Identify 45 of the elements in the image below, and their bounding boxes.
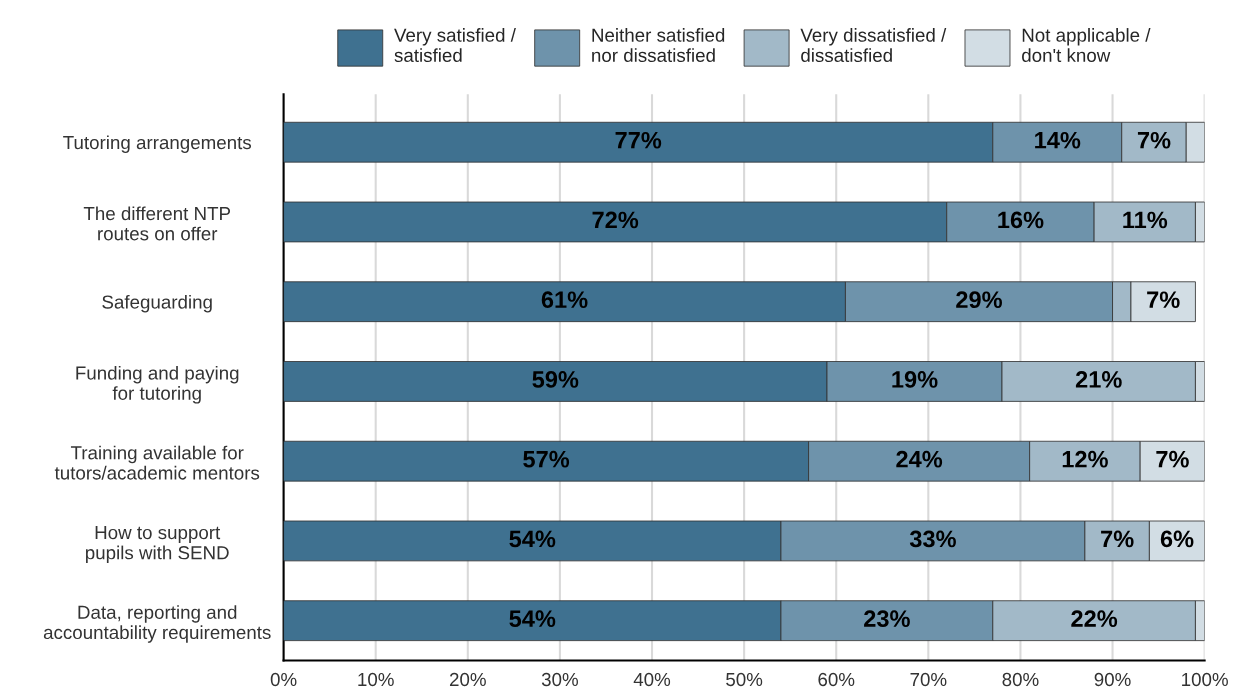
x-tick-label: 70%: [910, 672, 947, 687]
x-tick-label: 90%: [1094, 672, 1131, 687]
data-label: 29%: [956, 291, 1002, 309]
data-label: 57%: [523, 450, 570, 468]
y-tick-label: Data, reporting and accountability requirements: [43, 605, 271, 643]
data-label: 19%: [892, 371, 938, 388]
y-tick-label: Safeguarding: [102, 294, 212, 313]
x-tick-label: 10%: [358, 672, 394, 687]
data-label: 23%: [864, 610, 910, 628]
data-label: 7%: [1137, 131, 1171, 149]
y-tick-label: Tutoring arrangements: [63, 135, 252, 153]
x-tick-label: 30%: [541, 672, 578, 687]
x-tick-label: 80%: [1002, 672, 1039, 687]
data-label: 14%: [1035, 131, 1081, 149]
x-tick-label: 0%: [270, 672, 297, 687]
x-tick-label: 50%: [726, 672, 763, 687]
y-tick-label: The different NTP routes on offer: [83, 206, 231, 241]
legend-label: Very satisfied / satisfied: [394, 28, 516, 63]
data-label: 59%: [532, 371, 579, 388]
legend-label: Not applicable / don't know: [1022, 28, 1151, 63]
legend-label: Neither satisfied nor dissatisfied: [592, 28, 725, 63]
data-label: 33%: [909, 530, 956, 548]
data-label: 12%: [1062, 450, 1108, 468]
x-tick-label: 20%: [449, 672, 486, 687]
data-label: 16%: [998, 211, 1044, 229]
y-tick-label: Funding and paying for tutoring: [76, 365, 239, 404]
data-label: 7%: [1156, 450, 1189, 468]
data-label: 6%: [1160, 530, 1194, 548]
data-label: 72%: [592, 211, 639, 229]
data-label: 11%: [1123, 211, 1168, 229]
data-label: 54%: [509, 530, 556, 548]
data-label: 22%: [1071, 610, 1118, 627]
data-label: 21%: [1075, 371, 1122, 388]
data-label: 7%: [1147, 291, 1180, 308]
x-tick-label: 100%: [1182, 672, 1228, 687]
data-label: 7%: [1101, 530, 1134, 548]
x-tick-label: 60%: [818, 672, 855, 687]
y-tick-label: Training available for tutors/academic mentors: [54, 445, 260, 480]
y-tick-label: How to support pupils with SEND: [85, 526, 229, 564]
data-label: 61%: [541, 291, 588, 309]
data-label: 24%: [896, 450, 943, 468]
x-tick-label: 40%: [633, 672, 671, 687]
data-label: 54%: [509, 610, 556, 628]
data-label: 77%: [615, 131, 662, 149]
legend-label: Very dissatisfied / dissatisfied: [800, 28, 947, 63]
